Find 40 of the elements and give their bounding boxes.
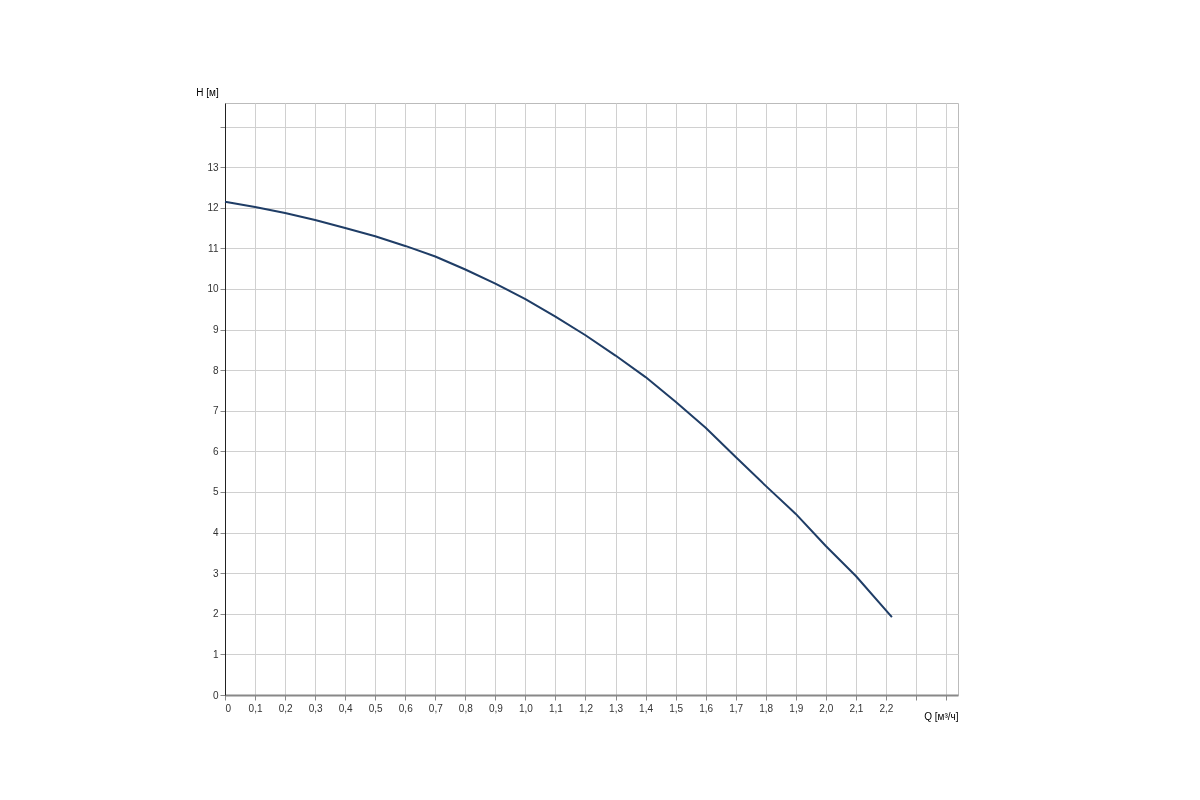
x-tick-label: 2,2 [879, 702, 894, 714]
x-tick-label: 0,8 [458, 702, 474, 714]
x-tick-label: 0,3 [308, 702, 324, 714]
y-tick-label: 4 [212, 527, 219, 539]
x-tick-label: 0,5 [368, 702, 384, 714]
y-tick-label: 0 [212, 689, 219, 701]
x-tick-label: 0 [225, 702, 232, 714]
x-tick-label: 0,7 [428, 702, 444, 714]
y-tick-label: 6 [212, 445, 219, 457]
x-tick-label: 1,9 [789, 702, 804, 714]
x-tick-label: 0,4 [338, 702, 354, 714]
x-tick-label: 1,2 [579, 702, 594, 714]
y-tick-label: 3 [212, 567, 219, 579]
y-tick-label: 8 [212, 364, 219, 376]
y-axis-title: H [м] [196, 86, 219, 98]
x-tick-label: 1,5 [669, 702, 684, 714]
x-tick-label: 0,2 [278, 702, 293, 714]
x-tick-label: 1,6 [699, 702, 714, 714]
x-tick-label: 1,4 [639, 702, 654, 714]
x-tick-label: 2,1 [849, 702, 864, 714]
y-tick-label: 13 [207, 161, 219, 173]
y-tick-label: 12 [207, 202, 219, 214]
x-tick-label: 1,0 [518, 702, 534, 714]
y-tick-label: 7 [212, 405, 219, 417]
y-tick-label: 9 [212, 324, 219, 336]
x-tick-label: 0,6 [398, 702, 414, 714]
x-tick-label: 0,1 [248, 702, 263, 714]
x-tick-label: 1,7 [729, 702, 744, 714]
x-tick-label: 1,3 [609, 702, 624, 714]
y-tick-label: 10 [207, 283, 219, 295]
x-tick-label: 2,0 [819, 702, 834, 714]
x-tick-label: 0,9 [488, 702, 504, 714]
x-axis-title: Q [м³/ч] [924, 710, 959, 722]
y-tick-label: 11 [208, 242, 219, 254]
y-tick-label: 5 [212, 486, 219, 498]
y-tick-label: 2 [212, 608, 219, 620]
x-tick-label: 1,8 [759, 702, 774, 714]
x-tick-label: 1,1 [549, 702, 564, 714]
line-series [224, 200, 893, 619]
y-tick-label: 1 [212, 648, 219, 660]
